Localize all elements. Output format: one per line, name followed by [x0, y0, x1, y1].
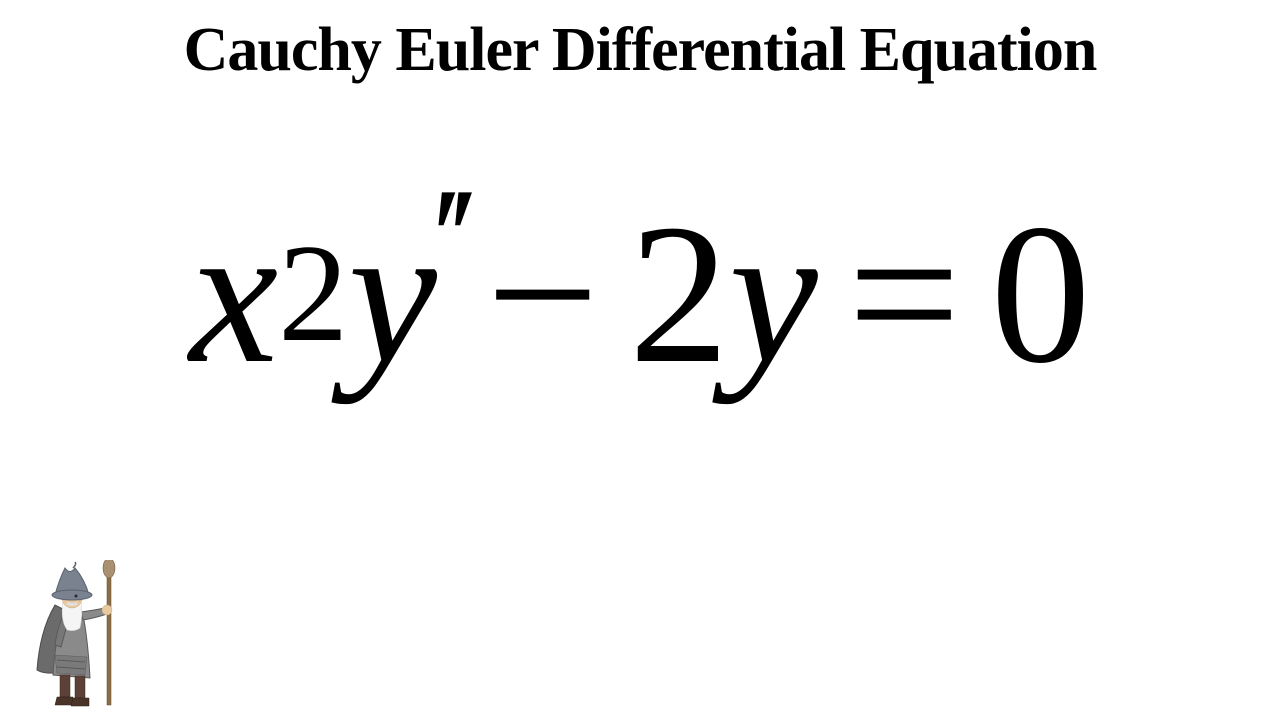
equation-display: x2y′′−2y=0: [189, 180, 1090, 409]
equation-equals: =: [848, 180, 961, 409]
equation-y2: y: [729, 180, 818, 409]
equation-minus: −: [486, 180, 599, 409]
page-title: Cauchy Euler Differential Equation: [184, 15, 1097, 86]
equation-coef: 2: [629, 180, 729, 409]
wizard-icon: [25, 560, 135, 710]
equation-x: x: [189, 180, 278, 409]
equation-x-exponent: 2: [278, 213, 348, 374]
equation-zero: 0: [991, 180, 1091, 409]
equation-primes: ′′: [423, 157, 456, 318]
